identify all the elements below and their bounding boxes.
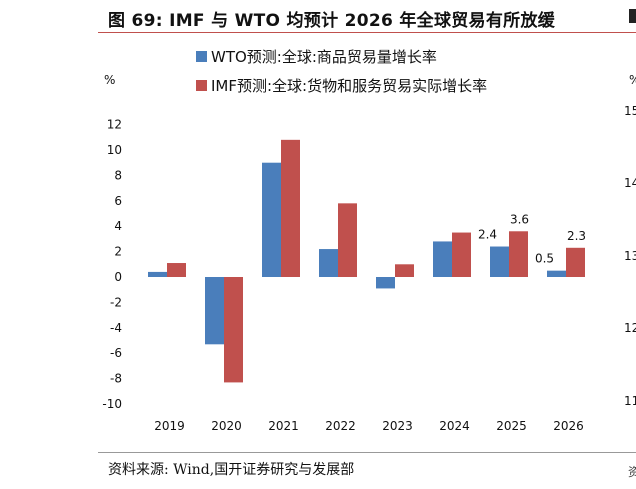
y-tick-label: 4 [114,219,122,233]
bar-imf [452,232,471,277]
y-axis: % 12 10 8 6 4 2 0 -2 -4 -6 -8 -10 [102,73,122,411]
y-tick-label: -8 [110,372,122,386]
adjacent-y-tick-label: 13 [624,249,636,263]
bar-imf [281,139,300,277]
y-tick-label: 12 [107,118,122,132]
bar-wto [433,241,452,277]
bar-imf [167,263,186,277]
bar-wto [547,270,566,277]
y-tick-label: -6 [110,346,122,360]
x-tick-label: 2026 [553,419,584,433]
data-label: 2.3 [567,229,586,243]
legend-label-imf: IMF预测:全球:货物和服务贸易实际增长率 [211,77,487,95]
x-tick-label: 2021 [268,419,299,433]
bar-imf [224,277,243,383]
legend-swatch-imf [196,80,207,91]
adjacent-y-tick-label: 14 [624,176,636,190]
title-divider [98,32,636,33]
bar-imf [338,203,357,277]
x-tick-label: 2019 [154,419,185,433]
legend-label-wto: WTO预测:全球:商品贸易量增长率 [211,48,437,66]
y-tick-label: 6 [114,194,122,208]
x-tick-label: 2023 [382,419,413,433]
bar-wto [319,249,338,277]
data-label: 0.5 [535,252,554,266]
footer-divider [98,452,636,453]
adjacent-y-tick-label: 11 [624,394,636,408]
bar-wto [262,162,281,277]
source-note: 资料来源: Wind,国开证券研究与发展部 [108,462,355,478]
y-tick-label: -4 [110,321,122,335]
data-label: 3.6 [510,212,529,226]
y-axis-unit: % [104,73,115,87]
x-tick-label: 2025 [496,419,527,433]
y-tick-label: 8 [114,168,122,182]
y-tick-label: -10 [102,397,122,411]
y-tick-label: 0 [114,270,122,284]
adjacent-y-tick-label: 12 [624,321,636,335]
y-tick-label: 10 [107,143,122,157]
bar-imf [395,264,414,277]
adjacent-source-fragment: 资 [628,465,636,479]
adjacent-y-axis-unit: % [629,73,636,87]
x-tick-label: 2024 [439,419,470,433]
x-axis: 2019 2020 2021 2022 2023 2024 2025 2026 [154,419,584,433]
bar-wto [148,271,167,277]
chart-title: 图 69: IMF 与 WTO 均预计 2026 年全球贸易有所放缓 [108,11,556,31]
adjacent-y-tick-label: 15 [624,104,636,118]
adjacent-chart-fragment: 15 14 13 12 11% [624,73,636,408]
x-tick-label: 2022 [325,419,356,433]
bar-wto [205,277,224,345]
bar-imf [566,247,585,277]
bars [148,139,585,383]
bar-imf [509,231,528,277]
legend: WTO预测:全球:商品贸易量增长率 IMF预测:全球:货物和服务贸易实际增长率 [196,48,487,95]
x-tick-label: 2020 [211,419,242,433]
y-tick-label: 2 [114,245,122,259]
adjacent-figure-title-fragment [629,9,636,23]
y-tick-label: -2 [110,295,122,309]
bar-wto [490,246,509,277]
data-labels: 2.4 3.6 0.5 2.3 [478,212,586,265]
bar-wto [376,277,395,289]
data-label: 2.4 [478,228,497,242]
legend-swatch-wto [196,51,207,62]
